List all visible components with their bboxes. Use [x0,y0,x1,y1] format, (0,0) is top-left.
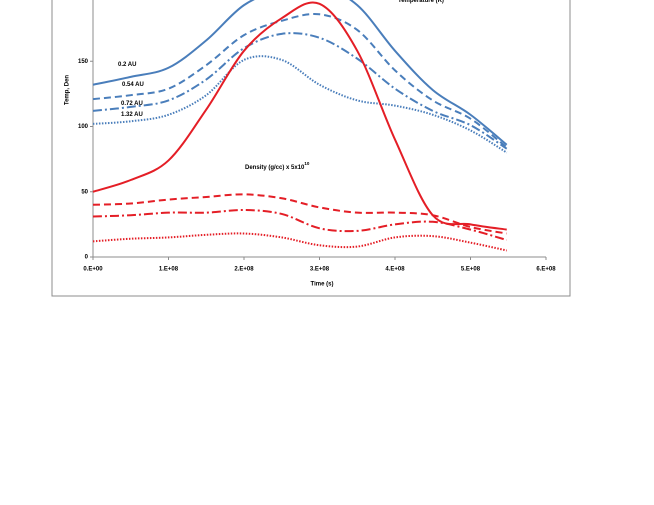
annotation: 0.54 AU [122,82,144,88]
y-tick-label: 0 [85,255,89,261]
y-tick-label: 100 [78,124,89,130]
chart-frame [51,0,571,297]
series-line [92,55,508,154]
annotation: Temperature (K) [398,0,444,4]
annotation: Density (g/cc) x 5x1010 [245,161,310,170]
x-tick-label: 6.E+08 [536,267,556,273]
series-line [92,12,508,149]
x-tick-label: 4.E+08 [385,267,405,273]
x-tick-label: 1.E+08 [159,267,179,273]
annotation: 0.72 AU [121,101,143,107]
annotation-text: Temperature (K) [398,0,444,4]
series-line [92,32,508,150]
x-tick-label: 3.E+08 [310,267,330,273]
x-tick-label: 0.E+00 [83,267,103,273]
annotation-text: 1.32 AU [121,112,143,118]
x-tick-label: 2.E+08 [234,267,254,273]
y-tick-label: 50 [81,189,88,195]
y-tick-label: 150 [78,59,89,65]
series-line [92,0,508,146]
x-tick-label: 5.E+08 [461,267,481,273]
annotation-text: Density (g/cc) x 5x10 [245,165,305,171]
annotation: 0.2 AU [118,62,136,68]
annotation-text: 0.54 AU [122,82,144,88]
annotation: 1.32 AU [121,112,143,118]
annotation-text: 0.2 AU [118,62,136,68]
annotation-text: 0.72 AU [121,101,143,107]
series-line [92,232,507,252]
series-line [92,209,508,241]
annotation-superscript: 10 [304,161,310,166]
y-axis-label: Temp, Den [65,75,71,106]
x-axis-label: Time (s) [311,282,334,288]
series-line [92,193,507,235]
